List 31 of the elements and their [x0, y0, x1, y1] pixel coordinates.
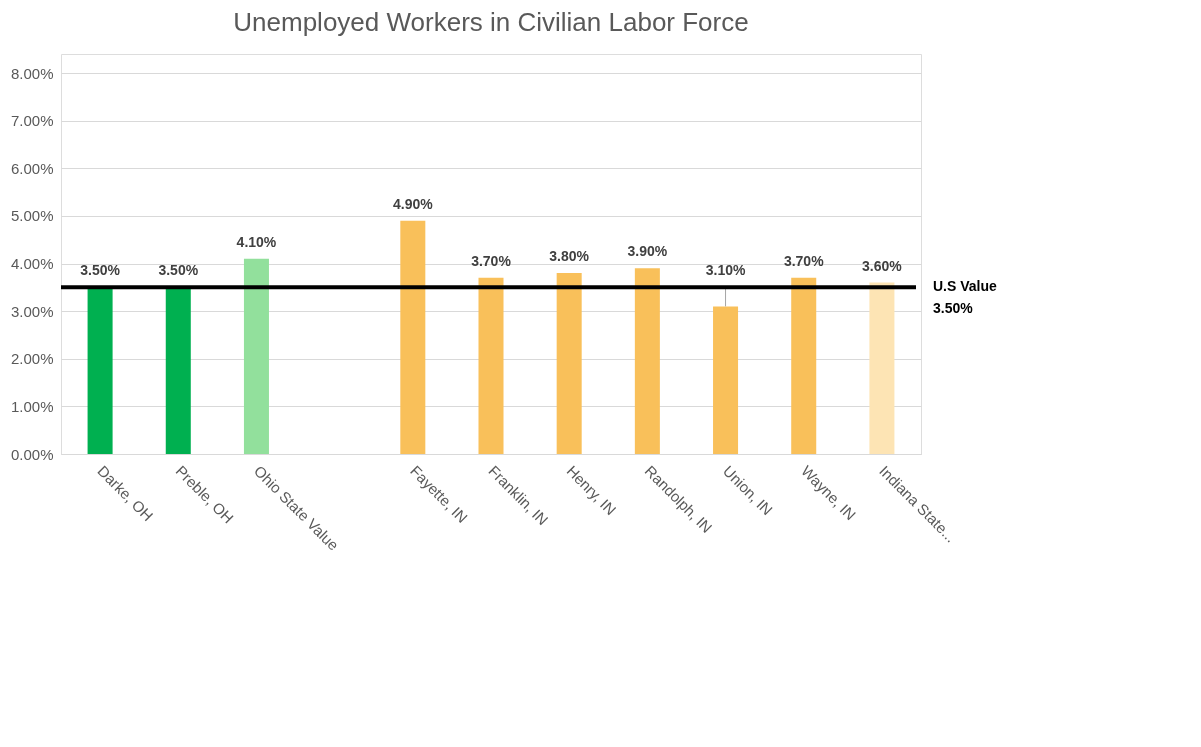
bar: [869, 282, 895, 454]
bar: [713, 306, 739, 454]
bar: [243, 258, 269, 454]
data-label: 3.70%: [471, 252, 512, 269]
data-label: 4.90%: [392, 195, 434, 212]
y-tick-label: 3.00%: [10, 302, 54, 320]
bar: [87, 287, 113, 454]
y-tick-label: 0.00%: [10, 445, 54, 463]
data-label: 3.10%: [705, 262, 746, 279]
bar: [165, 287, 191, 454]
y-tick-label: 2.00%: [10, 350, 54, 368]
y-tick-label: 6.00%: [10, 159, 54, 177]
bar: [791, 277, 817, 454]
bar: [478, 277, 504, 454]
data-label: 3.80%: [549, 248, 590, 265]
y-tick-label: 1.00%: [10, 397, 54, 415]
data-label: 3.50%: [158, 262, 199, 279]
data-label: 3.60%: [862, 257, 903, 274]
data-label: 3.70%: [783, 252, 825, 269]
y-tick-label: 5.00%: [10, 207, 54, 225]
y-tick-label: 8.00%: [10, 64, 54, 82]
bar: [400, 220, 426, 454]
ref-line-label: U.S Value 3.50%: [933, 278, 998, 317]
y-tick-label: 4.00%: [10, 255, 54, 273]
data-label: 3.50%: [80, 262, 121, 279]
data-label: 4.10%: [236, 233, 277, 250]
bar: [634, 268, 660, 454]
y-tick-label: 7.00%: [10, 112, 54, 130]
bar: [556, 273, 582, 454]
data-label: 3.90%: [627, 243, 668, 260]
chart-title: Unemployed Workers in Civilian Labor Force: [233, 7, 749, 37]
